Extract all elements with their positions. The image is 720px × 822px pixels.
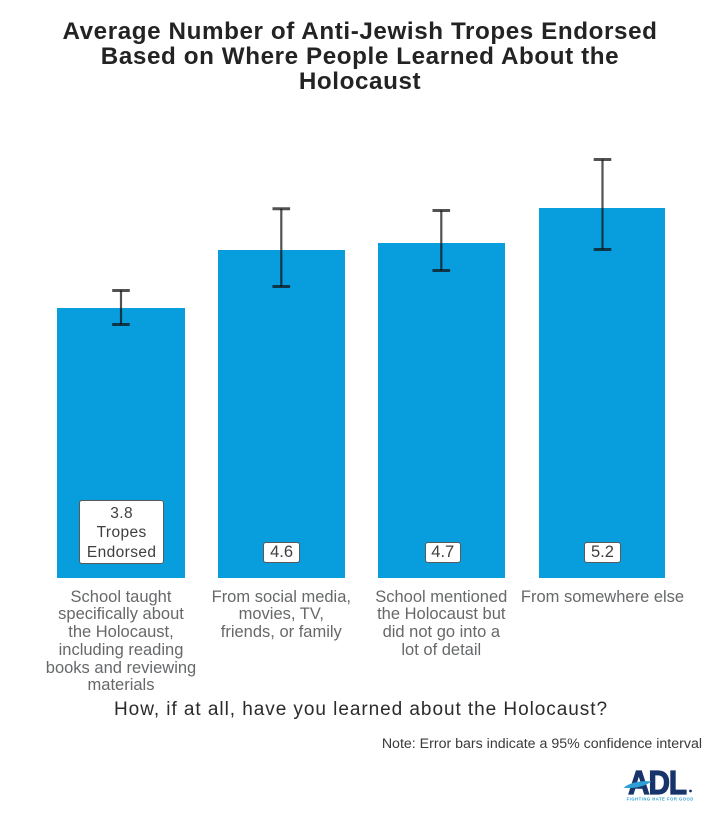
svg-text:FIGHTING HATE FOR GOOD: FIGHTING HATE FOR GOOD	[627, 797, 694, 802]
